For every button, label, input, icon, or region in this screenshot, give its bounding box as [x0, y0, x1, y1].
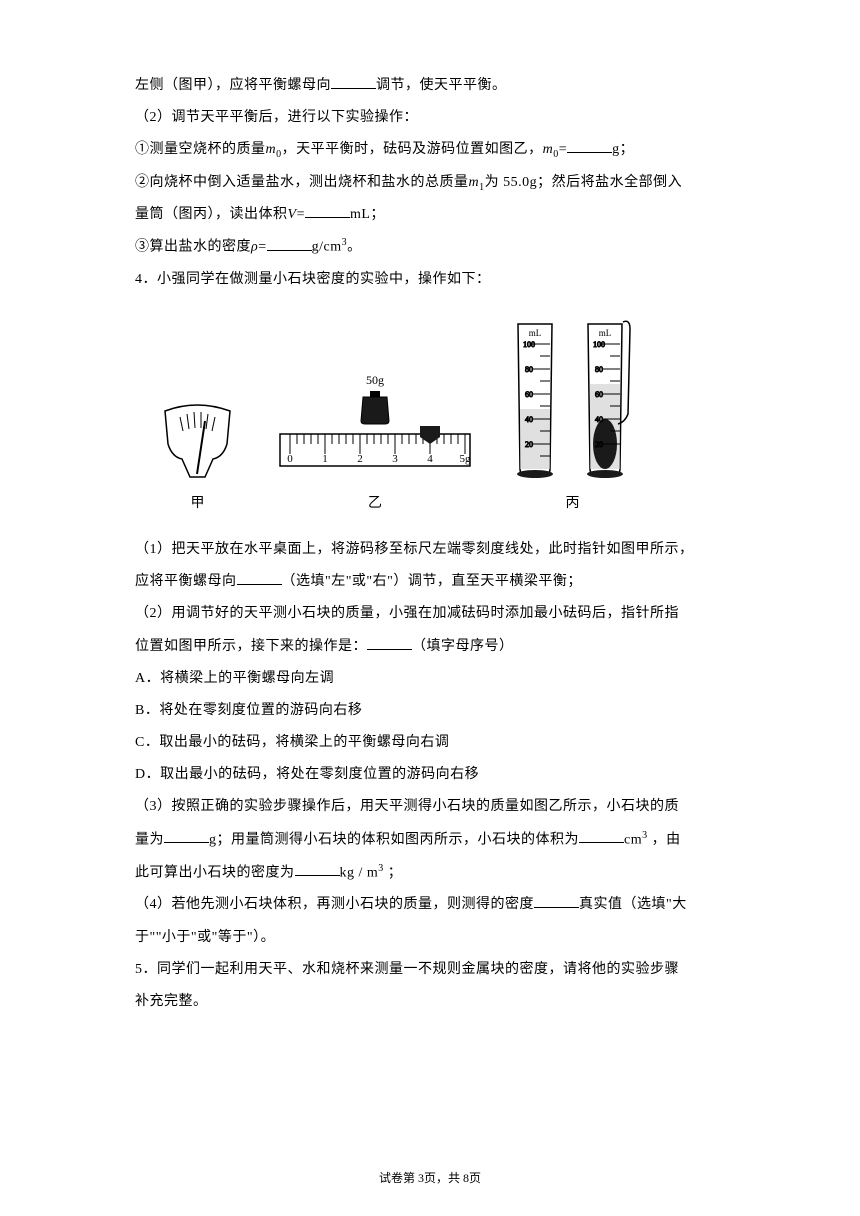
blank-field — [567, 139, 612, 153]
svg-text:20: 20 — [525, 440, 533, 449]
dial-icon — [155, 399, 240, 479]
option-a: A．将横梁上的平衡螺母向左调 — [135, 663, 740, 695]
svg-text:5g: 5g — [460, 453, 472, 465]
svg-text:100: 100 — [523, 340, 535, 349]
blank-field — [367, 636, 412, 650]
text-line: 应将平衡螺母向（选填"左"或"右"）调节，直至天平横梁平衡； — [135, 566, 740, 598]
svg-text:60: 60 — [525, 390, 533, 399]
svg-text:mL: mL — [599, 328, 612, 338]
label-yi: 乙 — [275, 492, 475, 512]
option-d: D．取出最小的砝码，将处在零刻度位置的游码向右移 — [135, 759, 740, 791]
cylinder-right-icon: mL 100 80 60 40 20 — [580, 314, 635, 484]
svg-text:80: 80 — [525, 365, 533, 374]
svg-text:3: 3 — [392, 453, 398, 465]
blank-field — [305, 204, 350, 218]
label-bing: 丙 — [510, 492, 635, 512]
text-line: ②向烧杯中倒入适量盐水，测出烧杯和盐水的总质量m1为 55.0g；然后将盐水全部… — [135, 167, 740, 199]
svg-text:60: 60 — [595, 390, 603, 399]
subfigure-yi: 50g 0 1 2 3 4 5g 乙 — [275, 369, 475, 512]
svg-text:40: 40 — [595, 415, 603, 424]
text-line: （2）用调节好的天平测小石块的质量，小强在加减砝码时添加最小砝码后，指针所指 — [135, 598, 740, 630]
svg-text:mL: mL — [529, 328, 542, 338]
question-4: 4．小强同学在做测量小石块密度的实验中，操作如下： — [135, 264, 740, 296]
text-line: （2）调节天平平衡后，进行以下实验操作： — [135, 102, 740, 134]
blank-field — [579, 829, 624, 843]
text-line: 位置如图甲所示，接下来的操作是：（填字母序号） — [135, 631, 740, 663]
cylinder-left-icon: mL 100 80 60 40 20 — [510, 314, 560, 484]
ruler-weight-icon: 50g 0 1 2 3 4 5g — [275, 369, 475, 479]
svg-text:1: 1 — [322, 453, 328, 465]
svg-text:4: 4 — [427, 453, 433, 465]
text-line: （3）按照正确的实验步骤操作后，用天平测得小石块的质量如图乙所示，小石块的质 — [135, 791, 740, 823]
text-line: 此可算出小石块的密度为kg / m3 ； — [135, 857, 740, 890]
label-jia: 甲 — [155, 492, 240, 512]
blank-field — [331, 75, 376, 89]
text-line: （4）若他先测小石块体积，再测小石块的质量，则测得的密度真实值（选填"大 — [135, 889, 740, 921]
svg-text:80: 80 — [595, 365, 603, 374]
text-line: ③算出盐水的密度ρ=g/cm3。 — [135, 231, 740, 264]
svg-text:40: 40 — [525, 415, 533, 424]
blank-field — [267, 237, 312, 251]
text-line: 左侧（图甲），应将平衡螺母向调节，使天平平衡。 — [135, 70, 740, 102]
option-c: C．取出最小的砝码，将横梁上的平衡螺母向右调 — [135, 727, 740, 759]
text-line: 于""小于"或"等于"）。 — [135, 922, 740, 954]
option-b: B．将处在零刻度位置的游码向右移 — [135, 695, 740, 727]
figure-diagram: 甲 50g 0 1 2 3 4 5g 乙 — [155, 314, 740, 512]
subfigure-bing: mL 100 80 60 40 20 mL — [510, 314, 635, 512]
text-line: 量为g；用量筒测得小石块的体积如图丙所示，小石块的体积为cm3 ，由 — [135, 824, 740, 857]
svg-text:0: 0 — [287, 453, 293, 465]
blank-field — [295, 862, 340, 876]
text-line: ①测量空烧杯的质量m0，天平平衡时，砝码及游码位置如图乙，m0=g； — [135, 134, 740, 166]
svg-text:2: 2 — [357, 453, 363, 465]
subfigure-jia: 甲 — [155, 399, 240, 512]
svg-text:20: 20 — [595, 440, 603, 449]
weight-label: 50g — [366, 373, 384, 387]
blank-field — [237, 571, 282, 585]
text-line: （1）把天平放在水平桌面上，将游码移至标尺左端零刻度线处，此时指针如图甲所示， — [135, 534, 740, 566]
blank-field — [534, 894, 579, 908]
blank-field — [164, 829, 209, 843]
page-footer: 试卷第 3页，共 8页 — [0, 1169, 860, 1186]
svg-text:100: 100 — [593, 340, 605, 349]
text-line: 量筒（图丙），读出体积V=mL； — [135, 199, 740, 231]
text-line: 补充完整。 — [135, 986, 740, 1018]
question-5: 5．同学们一起利用天平、水和烧杯来测量一不规则金属块的密度，请将他的实验步骤 — [135, 954, 740, 986]
